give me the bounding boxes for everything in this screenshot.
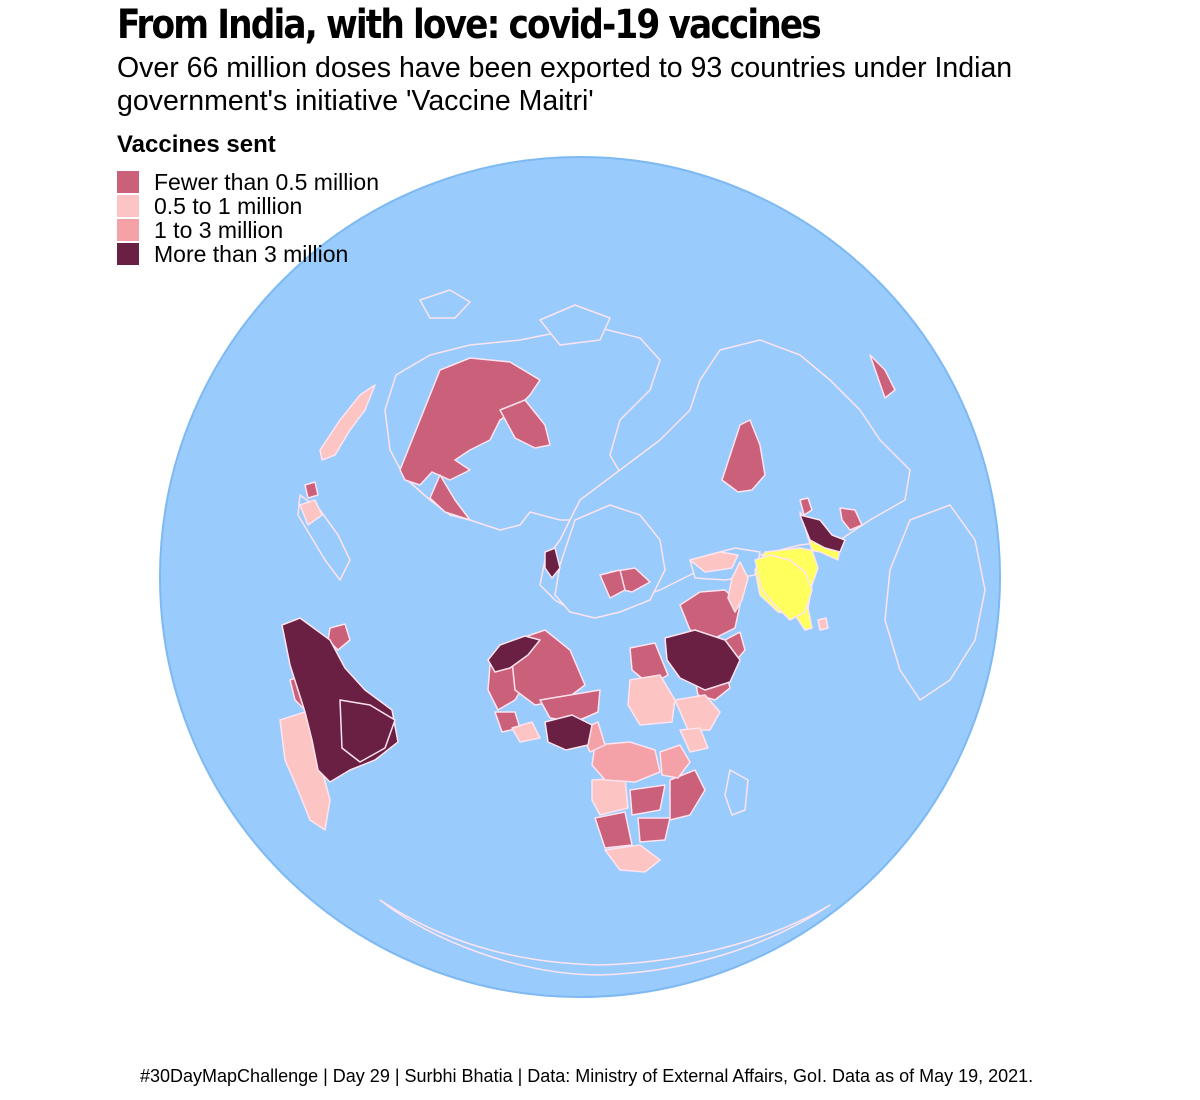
legend-item-under-half-million: Fewer than 0.5 million — [117, 170, 379, 194]
canada — [399, 357, 541, 486]
central-asia-north — [689, 551, 739, 573]
alaska-strip — [319, 384, 376, 461]
mongolia-region — [721, 419, 766, 493]
greenland-rim-islands-outline — [419, 289, 471, 319]
legend-label: More than 3 million — [154, 241, 349, 267]
tanzania — [659, 744, 691, 779]
zambia-zimbabwe — [629, 784, 666, 816]
map-title: From India, with love: covid-19 vaccines — [117, 2, 822, 48]
legend-title: Vaccines sent — [117, 131, 276, 158]
southeast-asia-isle — [839, 507, 863, 531]
sri-lanka — [817, 617, 829, 631]
legend-swatch — [117, 171, 139, 193]
ghana-coast — [511, 721, 541, 743]
legend-label: 0.5 to 1 million — [154, 193, 303, 219]
australia-outline — [884, 504, 986, 701]
legend-label: Fewer than 0.5 million — [154, 169, 379, 195]
india-south — [754, 554, 813, 621]
drc — [591, 741, 661, 783]
countries-half-to-one-million — [279, 384, 829, 873]
saudi-arabia — [664, 629, 741, 691]
hudson-bay-land — [429, 474, 471, 521]
legend-swatch — [117, 219, 139, 241]
legend-item-over-three-million: More than 3 million — [117, 242, 379, 266]
balkans — [599, 569, 626, 599]
madagascar-outline — [724, 769, 749, 816]
mali-niger — [539, 689, 601, 723]
legend-swatch — [117, 195, 139, 217]
ethiopia — [674, 694, 721, 731]
namibia-botswana — [594, 811, 633, 849]
countries-over-three-million — [281, 514, 846, 783]
kenya — [679, 727, 709, 753]
antarctica-outline — [379, 899, 831, 976]
northwest-coast-isle — [304, 481, 319, 499]
mozambique — [669, 769, 706, 821]
morocco — [487, 635, 541, 673]
brazil-coast — [339, 699, 396, 763]
map-subtitle: Over 66 million doses have been exported… — [117, 52, 1013, 117]
china-east — [727, 561, 749, 613]
legend-swatch — [117, 243, 139, 265]
legend-item-one-to-three-million: 1 to 3 million — [117, 218, 379, 242]
bangladesh-myanmar — [799, 514, 846, 553]
zimbabwe — [637, 817, 671, 843]
nigeria — [544, 714, 593, 751]
sudan — [627, 674, 676, 726]
angola — [591, 777, 629, 816]
legend-item-half-to-one-million: 0.5 to 1 million — [117, 194, 379, 218]
mexico-region — [299, 499, 323, 526]
arctic-island-group — [499, 399, 551, 449]
south-africa — [604, 844, 661, 873]
far-east-strip — [869, 354, 896, 399]
legend: Vaccines sent Fewer than 0.5 million 0.5… — [117, 130, 379, 266]
map-caption: #30DayMapChallenge | Day 29 | Surbhi Bha… — [140, 1066, 1034, 1086]
pacific-isles — [799, 497, 813, 516]
arctic-islands-outline — [539, 304, 611, 346]
legend-label: 1 to 3 million — [154, 217, 284, 243]
uk — [544, 547, 561, 579]
